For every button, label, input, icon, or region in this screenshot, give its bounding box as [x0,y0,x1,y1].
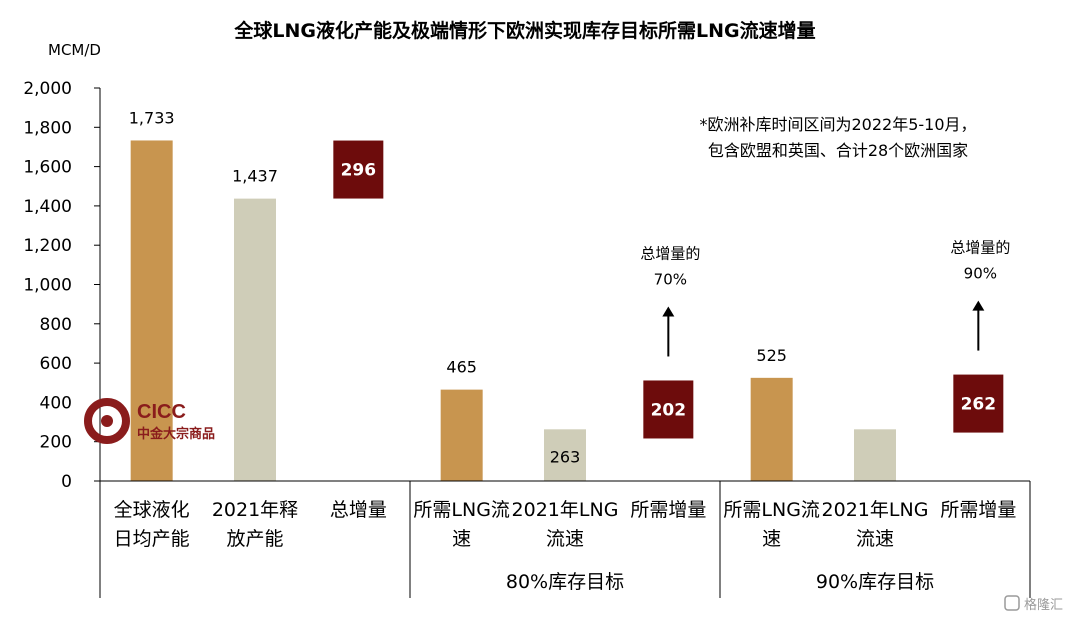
increment-box-label: 202 [651,400,687,420]
x-group-label: 90%库存目标 [816,571,934,593]
annotations: 总增量的 70% 总增量的 90% [640,239,1010,357]
chart-note: *欧洲补库时间区间为2022年5-10月， 包含欧盟和英国、合计28个欧洲国家 [699,115,976,160]
x-category-label: 放产能 [226,528,283,550]
note-line: *欧洲补库时间区间为2022年5-10月， [699,115,976,134]
y-axis: 2,000 1,800 1,600 1,400 1,200 1,000 800 600 400 2… [23,79,101,598]
x-category-label: 速 [452,528,471,550]
annotation-label: 总增量的 [950,239,1010,257]
annotation-value: 90% [964,265,997,283]
y-tick-label: 1,200 [23,236,72,256]
bar-value-label: 465 [446,358,477,377]
bar [130,140,173,481]
y-tick-label: 1,600 [23,158,72,178]
cicc-logo: CICC 中金大宗商品 [84,398,215,444]
y-tick-label: 1,800 [23,118,72,138]
x-category-label: 总增量 [330,499,387,521]
bar [234,198,276,481]
increment-box [953,374,1004,433]
x-category-label: 2021年LNG [512,499,619,521]
bar-value-label: 1,437 [232,167,278,186]
note-line: 包含欧盟和英国、合计28个欧洲国家 [708,141,968,160]
y-tick-label: 600 [40,354,72,374]
increment-box [643,380,694,439]
y-tick-label: 800 [40,315,72,335]
y-tick-label: 2,000 [23,79,72,99]
y-axis-unit: MCM/D [48,41,101,59]
arrow-up-icon [972,300,985,311]
watermark: 格隆汇 [1004,595,1063,613]
bar [440,389,483,481]
bar-value-label: 1,733 [129,108,175,127]
increment-box-label: 296 [341,161,377,181]
x-group-label: 80%库存目标 [506,571,624,593]
x-category-label: 所需LNG流 [723,499,820,521]
cicc-logo-dot [101,415,113,427]
x-category-label: 速 [762,528,781,550]
watermark-icon [1004,595,1020,611]
watermark-text: 格隆汇 [1024,597,1063,613]
y-tick-label: 1,000 [23,276,72,296]
y-tick-label: 0 [61,472,72,492]
bar [544,429,586,481]
bar [854,429,896,481]
cicc-logo-name: CICC [137,401,186,423]
increment-box-label: 262 [961,395,997,415]
y-tick-label: 400 [40,393,72,413]
bar-value-label: 525 [756,346,787,365]
increment-box [333,140,384,199]
x-category-label: 2021年释 [212,499,298,521]
chart-title: 全球LNG液化产能及极端情形下欧洲实现库存目标所需LNG流速增量 [233,19,815,42]
x-category-label: 流速 [546,528,584,550]
annotation-value: 70% [654,270,687,288]
arrow-up-icon [662,306,675,317]
bar [750,377,793,481]
bars: 1,733 1,437 296 465 263 202 525 262 [129,108,1004,481]
x-category-label: 所需增量 [940,499,1016,521]
annotation-label: 总增量的 [640,244,700,262]
cicc-logo-subtitle: 中金大宗商品 [137,426,215,441]
cicc-logo-mark [84,398,130,444]
x-category-label: 2021年LNG [822,499,929,521]
bar-value-label: 263 [550,447,581,466]
x-category-label: 日均产能 [114,528,190,550]
x-category-label: 所需增量 [630,499,706,521]
y-tick-label: 200 [40,433,72,453]
y-tick-label: 1,400 [23,197,72,217]
x-category-label: 所需LNG流 [413,499,510,521]
x-category-label: 流速 [856,528,894,550]
x-category-label: 全球液化 [114,499,190,521]
